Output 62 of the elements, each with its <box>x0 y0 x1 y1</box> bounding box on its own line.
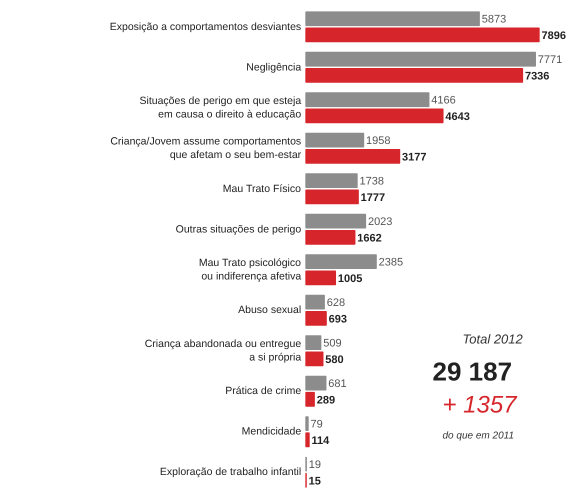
y-tick-label: Mendicidade <box>242 426 302 438</box>
y-tick-label: Situações de perigo em que esteja em causa o direito à educação <box>139 95 302 120</box>
bar <box>305 335 322 350</box>
annotation: do que em 2011 <box>442 430 514 442</box>
bar <box>305 254 377 270</box>
bar <box>305 92 430 108</box>
bar <box>305 310 327 326</box>
data-label: 289 <box>316 394 336 406</box>
bar <box>305 230 356 245</box>
data-label: 7771 <box>538 54 562 66</box>
bar <box>305 148 400 164</box>
bar <box>305 376 326 391</box>
y-tick-label: Criança abandonada ou entregue a si própria <box>144 338 302 364</box>
y-tick-label: Negligência <box>246 61 302 74</box>
data-label: 7896 <box>542 30 566 42</box>
data-label: 2023 <box>368 216 392 228</box>
data-label: 1738 <box>360 176 384 188</box>
bar <box>305 28 540 42</box>
data-label: 693 <box>328 313 348 326</box>
y-tick-label: Prática de crime <box>225 385 302 398</box>
data-label: 580 <box>325 354 344 366</box>
data-label: 15 <box>308 475 321 488</box>
bar <box>305 294 325 310</box>
y-tick-label: Mau Trato psicológico ou indiferença afetiva <box>198 257 302 282</box>
data-label: 628 <box>326 297 346 310</box>
bar <box>305 351 324 366</box>
bar <box>305 132 364 148</box>
bar <box>305 416 309 431</box>
bar <box>305 392 315 407</box>
data-label: 2385 <box>378 256 404 269</box>
y-tick-label: Exploração de trabalho infantil <box>160 466 302 478</box>
bar <box>305 270 336 286</box>
bar <box>305 432 310 448</box>
bar <box>305 173 358 188</box>
annotation: 29 187 <box>432 356 512 386</box>
data-label: 4643 <box>445 110 470 123</box>
y-tick-label: Abuso sexual <box>238 304 302 316</box>
bar <box>305 108 444 124</box>
data-label: 19 <box>308 459 321 472</box>
y-tick-label: Outras situações de perigo <box>176 223 302 236</box>
data-label: 79 <box>310 418 323 431</box>
data-label: 4166 <box>431 94 456 107</box>
data-label: 1958 <box>366 135 391 148</box>
data-label: 3177 <box>402 151 427 164</box>
bar <box>305 68 524 83</box>
y-tick-label: Exposição a comportamentos desviantes <box>110 20 302 33</box>
y-tick-label: Criança/Jovem assume comportamentos que afetam o seu bem-estar <box>110 136 302 161</box>
data-label: 5873 <box>482 14 506 26</box>
bar <box>305 214 366 229</box>
data-label: 1005 <box>338 272 362 285</box>
bar <box>305 11 480 26</box>
data-label: 7336 <box>524 70 550 82</box>
data-label: 509 <box>323 338 342 350</box>
y-tick-label: Mau Trato Físico <box>222 182 302 195</box>
bar <box>305 189 359 204</box>
annotation: + 1357 <box>442 392 518 418</box>
data-label: 681 <box>328 378 347 390</box>
data-label: 1777 <box>360 192 386 204</box>
bar <box>305 52 536 67</box>
data-label: 114 <box>312 434 330 447</box>
annotation: Total 2012 <box>462 332 524 346</box>
data-label: 1662 <box>357 232 382 244</box>
